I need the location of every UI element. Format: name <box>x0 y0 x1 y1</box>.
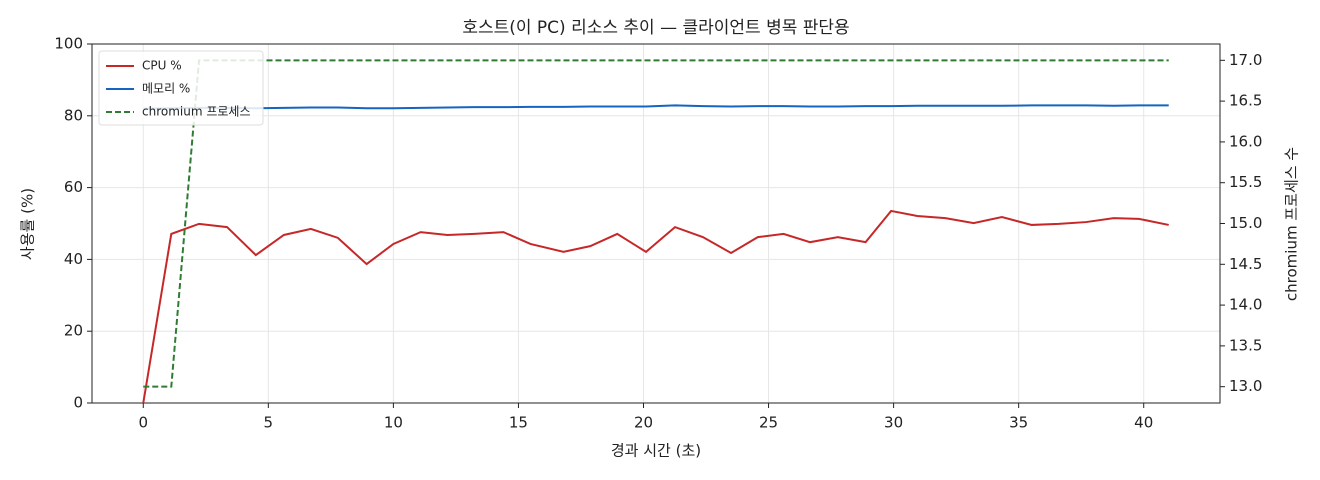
y2-tick-label: 13.5 <box>1229 336 1262 354</box>
y2-tick-label: 15.0 <box>1229 214 1262 232</box>
y2-axis-label: chromium 프로세스 수 <box>1283 147 1301 301</box>
x-tick-label: 40 <box>1134 414 1153 432</box>
y-tick-label: 100 <box>54 35 83 53</box>
y-tick-label: 0 <box>73 394 83 412</box>
legend-label: chromium 프로세스 <box>142 105 251 119</box>
x-tick-label: 25 <box>759 414 778 432</box>
y2-tick-label: 14.0 <box>1229 296 1262 314</box>
legend-box <box>98 50 264 126</box>
y2-tick-label: 14.5 <box>1229 255 1262 273</box>
x-tick-label: 15 <box>509 414 528 432</box>
x-tick-label: 30 <box>884 414 903 432</box>
y-tick-label: 40 <box>64 250 83 268</box>
series-line <box>143 59 1169 388</box>
y-tick-label: 20 <box>64 322 83 340</box>
legend-label: CPU % <box>142 59 182 73</box>
y2-tick-label: 15.5 <box>1229 173 1262 191</box>
series-line <box>143 104 1169 110</box>
x-tick-label: 5 <box>264 414 274 432</box>
y2-tick-label: 16.0 <box>1229 132 1262 150</box>
y-axis-label: 사용률 (%) <box>19 188 37 260</box>
x-tick-label: 35 <box>1009 414 1028 432</box>
legend-label: 메모리 % <box>142 82 190 96</box>
x-tick-label: 10 <box>384 414 403 432</box>
y2-tick-label: 13.0 <box>1229 377 1262 395</box>
chart-title: 호스트(이 PC) 리소스 추이 — 클라이언트 병목 판단용 <box>462 18 849 38</box>
x-tick-label: 0 <box>138 414 148 432</box>
y2-tick-label: 17.0 <box>1229 51 1262 69</box>
series-line <box>142 209 1169 404</box>
plot-frame <box>91 43 1221 404</box>
y-tick-label: 80 <box>64 106 83 124</box>
x-axis-label: 경과 시간 (초) <box>611 442 701 460</box>
y-tick-label: 60 <box>64 178 83 196</box>
x-tick-label: 20 <box>634 414 653 432</box>
y2-tick-label: 16.5 <box>1229 92 1262 110</box>
